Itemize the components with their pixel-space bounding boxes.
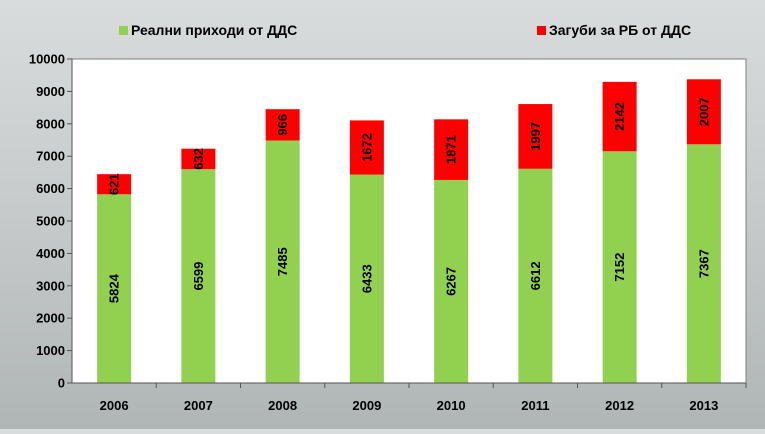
legend-label-2: Загуби за РБ от ДДС bbox=[549, 22, 691, 38]
data-label-loss-2006: 621 bbox=[107, 173, 122, 195]
bar-loss-2013 bbox=[686, 79, 721, 145]
data-label-revenue-2006: 5824 bbox=[107, 273, 122, 303]
data-label-revenue-2007: 6599 bbox=[191, 262, 206, 291]
bar-loss-2008 bbox=[265, 109, 300, 141]
data-label-revenue-2009: 6433 bbox=[359, 264, 374, 293]
y-tick-label: 10000 bbox=[29, 52, 65, 67]
data-label-loss-2009: 1672 bbox=[359, 133, 374, 162]
data-label-revenue-2010: 6267 bbox=[444, 267, 459, 296]
y-tick-label: 2000 bbox=[36, 311, 65, 326]
bar-loss-2007 bbox=[181, 148, 216, 170]
y-tick-label: 8000 bbox=[36, 116, 65, 131]
bar-revenue-2008 bbox=[265, 140, 300, 383]
x-tick-label: 2012 bbox=[605, 398, 634, 413]
y-tick-label: 5000 bbox=[36, 214, 65, 229]
data-label-revenue-2011: 6612 bbox=[528, 261, 543, 290]
y-tick-label: 4000 bbox=[36, 246, 65, 261]
bar-revenue-2013 bbox=[686, 144, 721, 383]
data-label-loss-2011: 1997 bbox=[528, 122, 543, 151]
bar-revenue-2011 bbox=[518, 168, 553, 383]
legend-swatch-2 bbox=[537, 26, 546, 35]
x-tick-label: 2009 bbox=[352, 398, 381, 413]
x-tick-label: 2011 bbox=[521, 398, 549, 413]
x-tick-label: 2007 bbox=[184, 398, 213, 413]
data-label-loss-2008: 966 bbox=[275, 114, 290, 136]
data-label-revenue-2013: 7367 bbox=[696, 249, 711, 278]
bar-revenue-2010 bbox=[434, 179, 469, 383]
data-label-revenue-2012: 7152 bbox=[612, 253, 627, 282]
y-tick-label: 9000 bbox=[36, 84, 65, 99]
bar-loss-2006 bbox=[97, 174, 132, 195]
x-tick-label: 2010 bbox=[437, 398, 466, 413]
legend-label-1: Реални приходи от ДДС bbox=[131, 22, 297, 38]
bar-revenue-2006 bbox=[97, 194, 132, 383]
y-tick-label: 1000 bbox=[36, 343, 65, 358]
bars: 5824 621 6599 632 7485 966 6433 1672 6267 1871 661… bbox=[97, 79, 721, 383]
bar-revenue-2007 bbox=[181, 169, 216, 383]
legend-swatch-1 bbox=[119, 26, 128, 35]
bar-loss-2010 bbox=[434, 119, 469, 180]
bar-revenue-2012 bbox=[602, 151, 637, 383]
legend: Реални приходи от ДДС Загуби за РБ от ДДС bbox=[119, 22, 691, 38]
axes: 0 1000 2000 3000 4000 5000 6000 7000 8000 9000 100… bbox=[29, 52, 747, 413]
plot-area bbox=[71, 58, 747, 384]
data-label-loss-2010: 1871 bbox=[444, 135, 459, 164]
data-label-loss-2012: 2142 bbox=[612, 102, 627, 131]
x-tick-label: 2008 bbox=[268, 398, 297, 413]
y-tick-label: 6000 bbox=[36, 181, 65, 196]
y-tick-label: 7000 bbox=[36, 149, 65, 164]
data-label-revenue-2008: 7485 bbox=[275, 247, 290, 276]
data-label-loss-2013: 2007 bbox=[696, 97, 711, 126]
x-tick-label: 2013 bbox=[689, 398, 718, 413]
x-tick-label: 2006 bbox=[100, 398, 129, 413]
y-tick-label: 0 bbox=[58, 376, 65, 391]
bar-loss-2009 bbox=[349, 120, 384, 175]
y-tick-label: 3000 bbox=[36, 278, 65, 293]
bar-loss-2011 bbox=[518, 104, 553, 169]
bar-revenue-2009 bbox=[349, 174, 384, 383]
bar-loss-2012 bbox=[602, 81, 637, 152]
data-label-loss-2007: 632 bbox=[191, 148, 206, 170]
